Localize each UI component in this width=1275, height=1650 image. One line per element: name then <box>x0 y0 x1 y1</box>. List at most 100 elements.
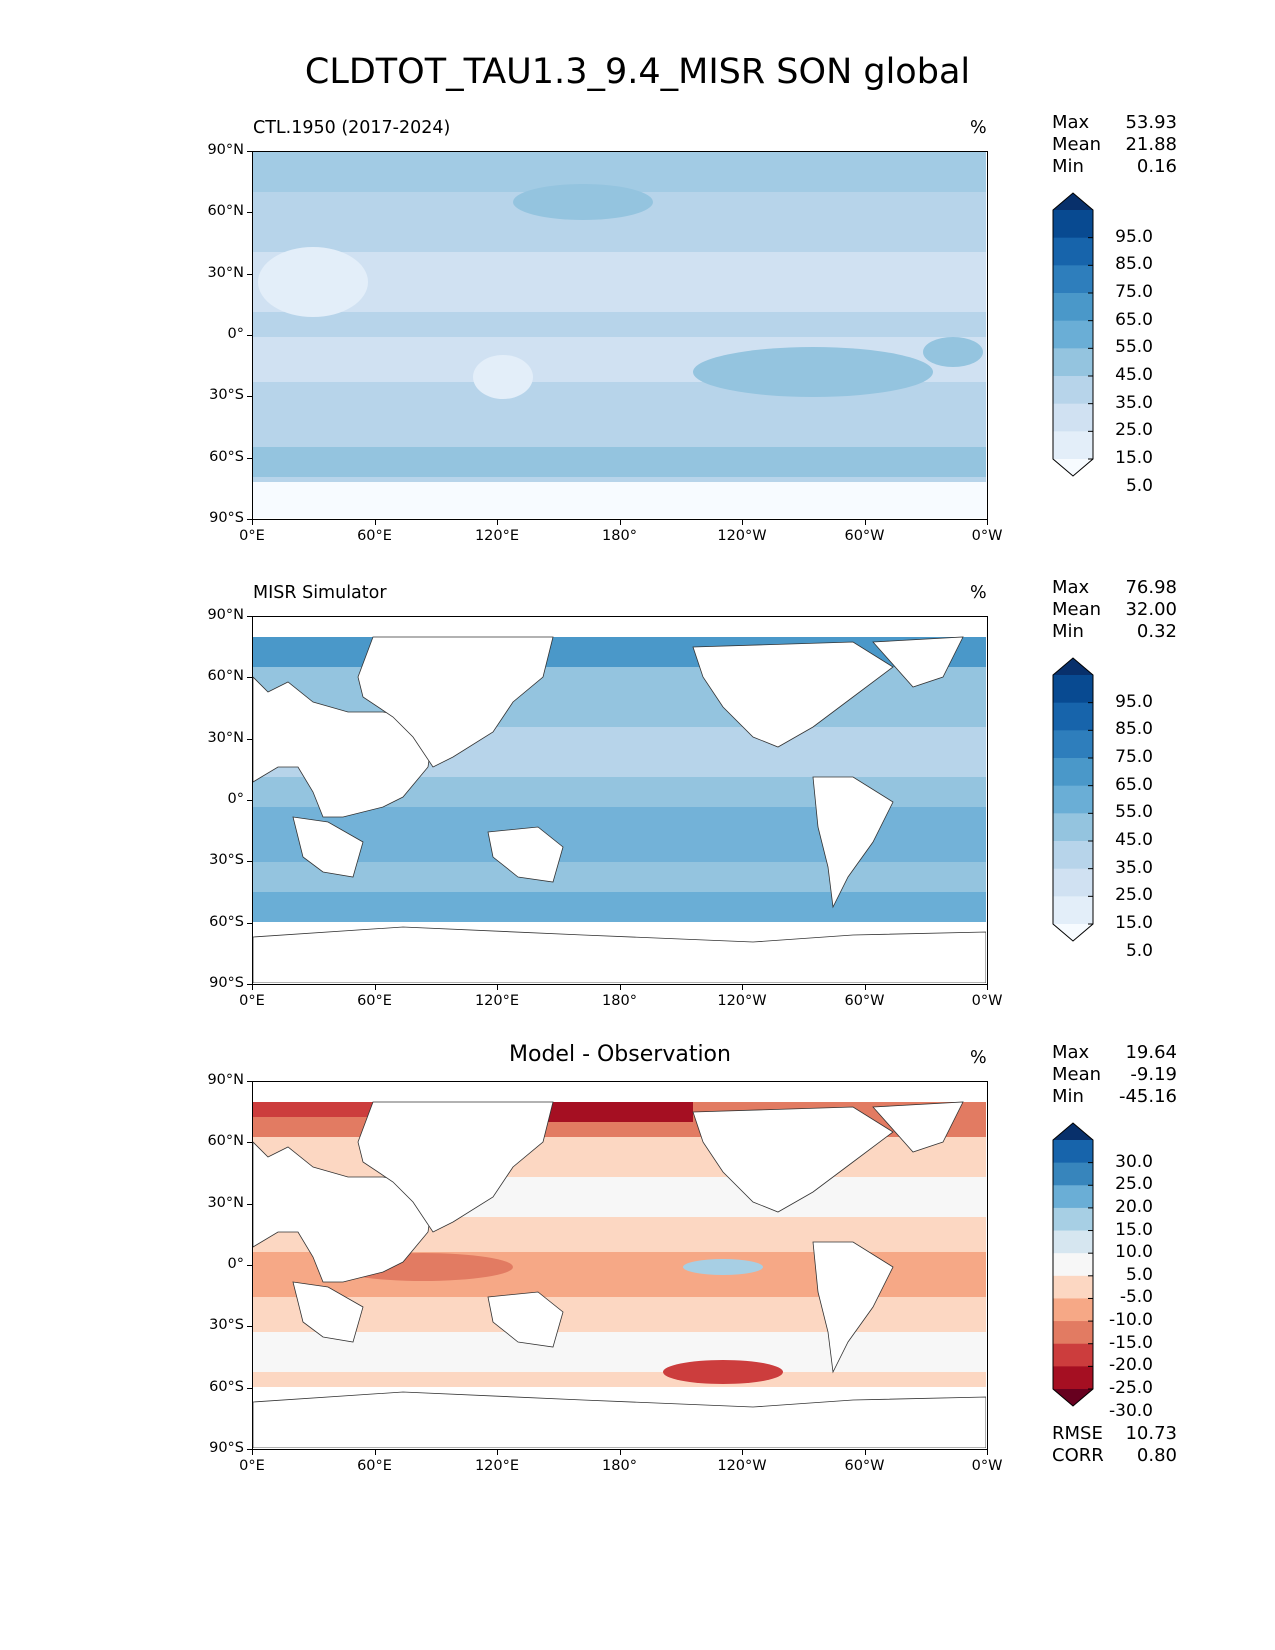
panel-center-label: Model - Observation <box>509 1042 731 1067</box>
stats-block: Max 19.64 Mean -9.19 Min -45.16 <box>1052 1042 1177 1108</box>
colorbar-band <box>1053 265 1093 294</box>
colorbar-label: 85.0 <box>1115 719 1153 740</box>
stat-min-value: 0.32 <box>1136 621 1177 642</box>
colorbar-diff <box>1052 1122 1094 1407</box>
colorbar-band <box>1053 210 1093 239</box>
colorbar-band <box>1053 675 1093 704</box>
colorbar-label: -20.0 <box>1109 1355 1153 1376</box>
x-tick-label: 120°E <box>474 528 520 544</box>
colorbar-label: -15.0 <box>1109 1332 1153 1353</box>
x-tick-label: 60°W <box>844 528 885 544</box>
x-tick-label: 0°E <box>239 1458 265 1474</box>
figure-title: CLDTOT_TAU1.3_9.4_MISR SON global <box>304 52 971 92</box>
colorbar-band <box>1053 237 1093 266</box>
metric-corr-label: CORR <box>1052 1445 1104 1466</box>
colorbar-band <box>1053 1298 1093 1322</box>
colorbar-band <box>1053 1275 1093 1299</box>
stat-mean-label: Mean <box>1052 134 1102 155</box>
colorbar-band <box>1053 896 1093 925</box>
y-tick-mark <box>247 212 252 214</box>
metric-corr-value: 0.80 <box>1136 1445 1177 1466</box>
colorbar-band <box>1053 1185 1093 1209</box>
stat-max-value: 19.64 <box>1125 1042 1177 1063</box>
x-tick-mark <box>252 1450 253 1455</box>
y-tick-mark <box>247 1081 252 1082</box>
colorbar-label: 15.0 <box>1115 448 1153 468</box>
stat-max-value: 53.93 <box>1125 112 1177 133</box>
x-tick-label: 0°E <box>239 993 265 1009</box>
colorbar-label: 15.0 <box>1115 1219 1153 1240</box>
x-tick-mark <box>987 1450 988 1455</box>
map-difference-field <box>253 1082 986 1448</box>
stat-min-label: Min <box>1052 1086 1084 1107</box>
x-tick-label: 60°E <box>357 993 392 1009</box>
panel-observation: MISR Simulator % Max 76.98 Mean 32.00 Min 0… <box>0 575 1275 1015</box>
panel-unit: % <box>970 1048 987 1068</box>
colorbar-band <box>1053 431 1093 460</box>
x-tick-label: 60°W <box>844 993 885 1009</box>
y-tick-mark <box>247 1265 252 1266</box>
colorbar-band <box>1053 1207 1093 1232</box>
y-tick-mark <box>247 861 252 863</box>
colorbar-label: 15.0 <box>1115 913 1153 933</box>
x-tick-label: 120°E <box>474 993 520 1009</box>
x-tick-mark <box>252 520 253 525</box>
x-tick-label: 120°E <box>474 1458 520 1474</box>
y-tick-label: 90°S <box>209 1440 244 1456</box>
x-tick-label: 0°W <box>971 1458 1003 1474</box>
stats-block: Max 76.98 Mean 32.00 Min 0.32 <box>1052 577 1177 643</box>
y-tick-label: 60°N <box>207 203 244 220</box>
x-tick-mark <box>374 1450 376 1455</box>
x-tick-mark <box>619 1450 621 1455</box>
colorbar <box>1052 1122 1094 1407</box>
stat-min-label: Min <box>1052 621 1084 642</box>
colorbar-extend-top <box>1053 1123 1093 1140</box>
x-tick-mark <box>497 520 498 525</box>
colorbar-label: 75.0 <box>1115 747 1153 767</box>
map-model-field <box>253 152 986 518</box>
colorbar-band <box>1053 1253 1093 1277</box>
stat-max-label: Max <box>1052 1042 1090 1063</box>
colorbar-label: 65.0 <box>1115 309 1153 330</box>
x-tick-mark <box>374 985 376 990</box>
colorbar-label: 25.0 <box>1115 420 1153 441</box>
x-tick-label: 0°E <box>239 528 265 544</box>
colorbar-label: 5.0 <box>1125 940 1153 961</box>
y-tick-mark <box>247 1449 252 1450</box>
colorbar-extend-top <box>1053 658 1093 675</box>
stat-max-value: 76.98 <box>1125 577 1177 598</box>
y-tick-mark <box>247 984 252 985</box>
map-model <box>252 151 988 520</box>
map-difference <box>252 1081 988 1450</box>
x-tick-label: 60°E <box>357 1458 392 1474</box>
x-tick-label: 60°W <box>844 1458 885 1474</box>
colorbar-band <box>1053 1162 1093 1186</box>
x-tick-label: 180° <box>602 1458 637 1474</box>
x-tick-mark <box>987 520 988 525</box>
y-tick-label: 60°N <box>207 1133 244 1150</box>
colorbar-label: 95.0 <box>1115 226 1153 247</box>
colorbar-band <box>1053 403 1093 432</box>
y-tick-label: 30°S <box>209 387 244 404</box>
stat-max-label: Max <box>1052 577 1090 598</box>
y-tick-label: 60°N <box>207 668 244 685</box>
colorbar-band <box>1053 348 1093 377</box>
x-tick-label: 120°W <box>717 1458 767 1474</box>
stat-min-value: -45.16 <box>1118 1086 1177 1107</box>
colorbar-extend-bottom <box>1053 1389 1093 1406</box>
colorbar-label: -10.0 <box>1109 1310 1153 1331</box>
y-tick-mark <box>247 1326 252 1328</box>
colorbar <box>1052 657 1094 942</box>
colorbar-band <box>1053 320 1093 349</box>
y-tick-label: 30°S <box>209 1317 244 1334</box>
y-tick-mark <box>247 800 252 801</box>
x-tick-mark <box>864 520 866 525</box>
panel-unit: % <box>970 118 987 138</box>
x-tick-mark <box>619 985 621 990</box>
y-tick-label: 90°N <box>207 1072 244 1088</box>
y-tick-label: 30°S <box>209 852 244 869</box>
colorbar-label: -5.0 <box>1119 1287 1153 1308</box>
y-tick-label: 90°N <box>207 607 244 623</box>
x-tick-mark <box>864 1450 866 1455</box>
metric-rmse-value: 10.73 <box>1125 1423 1177 1444</box>
